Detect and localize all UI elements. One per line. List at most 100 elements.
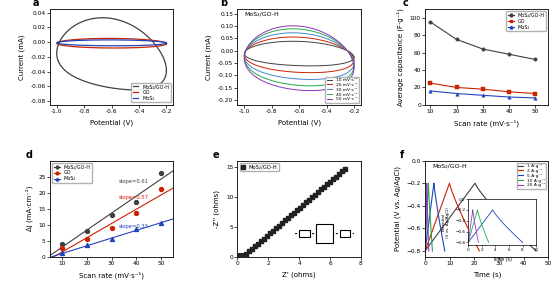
Point [132,227,141,232]
Point [238,254,247,259]
Point [341,166,350,171]
Legend: 1 A·g⁻¹, 2 A·g⁻¹, 5 A·g⁻¹, 10 A·g⁻¹, 20 A·g⁻¹: 1 A·g⁻¹, 2 A·g⁻¹, 5 A·g⁻¹, 10 A·g⁻¹, 20 … [516,163,546,189]
Point [338,169,347,174]
Point [305,197,314,202]
Text: d: d [25,150,32,160]
Point [238,254,247,259]
Point [235,254,244,258]
Point [132,211,141,216]
Point [284,216,293,220]
Point [278,221,286,225]
Point [263,234,271,238]
Point [236,254,245,258]
Point [58,251,66,256]
Point [238,254,247,259]
Point [326,179,335,184]
Point [156,187,165,192]
Point [296,205,305,210]
Point [235,254,244,258]
Point [235,254,244,258]
Y-axis label: Current (mA): Current (mA) [18,34,25,80]
Point [107,225,116,230]
Point [269,228,278,233]
Text: MoS₂/GO-H: MoS₂/GO-H [245,12,280,17]
Point [242,252,250,256]
Legend: MoS₂/GO-H: MoS₂/GO-H [240,163,279,171]
Point [234,254,243,259]
Point [293,208,301,212]
Text: a: a [33,0,39,8]
Point [58,242,66,246]
X-axis label: Scan rate (mV·s⁻¹): Scan rate (mV·s⁻¹) [454,119,519,127]
Point [238,254,247,259]
Point [235,254,244,258]
Point [311,192,320,197]
Point [287,213,296,218]
Point [58,245,66,250]
Point [156,221,165,225]
Point [237,254,245,258]
X-axis label: Time (s): Time (s) [473,271,501,278]
Point [314,190,323,194]
Y-axis label: -Z'' (ohms): -Z'' (ohms) [214,190,220,228]
Point [234,254,243,259]
Point [238,254,247,259]
Point [332,174,341,179]
Text: slope=0.57: slope=0.57 [119,195,149,200]
Point [248,247,257,251]
Point [234,254,243,259]
Point [83,229,91,233]
Point [234,254,243,258]
Legend: MoS₂/GO-H, GO, MoS₂: MoS₂/GO-H, GO, MoS₂ [131,83,171,102]
Point [299,203,307,207]
Point [237,254,246,258]
Point [237,254,245,258]
Text: c: c [403,0,409,8]
Point [320,185,329,189]
Point [290,210,299,215]
Y-axis label: Δj (mA·cm⁻²): Δj (mA·cm⁻²) [25,186,33,231]
Point [235,254,244,258]
Point [257,239,265,243]
Text: e: e [213,150,219,160]
Point [234,254,243,258]
Point [250,244,259,249]
Point [236,254,245,258]
Point [254,241,263,246]
Point [323,182,332,187]
Point [281,218,290,223]
Legend: 10 mV·s⁻¹, 20 mV·s⁻¹, 30 mV·s⁻¹, 40 mV·s⁻¹, 50 mV·s⁻¹: 10 mV·s⁻¹, 20 mV·s⁻¹, 30 mV·s⁻¹, 40 mV·s… [325,77,358,103]
Point [237,254,245,258]
Y-axis label: Average capacitance (F·g⁻¹): Average capacitance (F·g⁻¹) [397,8,404,106]
Point [317,187,326,192]
Point [244,249,253,254]
X-axis label: Potential (V): Potential (V) [90,119,133,126]
Point [83,243,91,248]
Point [156,171,165,176]
Point [83,237,91,241]
Point [234,254,243,258]
Point [237,254,246,258]
Point [233,254,242,259]
X-axis label: Scan rate (mV·s⁻¹): Scan rate (mV·s⁻¹) [79,271,144,279]
Point [237,254,246,259]
Text: slope=0.33: slope=0.33 [119,224,149,229]
Legend: MoS₂/GO-H, GO, MoS₂: MoS₂/GO-H, GO, MoS₂ [506,11,546,31]
Point [238,254,247,259]
Point [233,254,242,259]
Point [235,254,244,258]
Y-axis label: Current (mA): Current (mA) [206,34,213,80]
Point [275,223,284,228]
Point [259,236,268,241]
Point [107,237,116,241]
Text: MoS₂/GO-H: MoS₂/GO-H [433,163,467,168]
Point [237,254,246,258]
Point [308,195,317,200]
Point [132,200,141,205]
Point [271,226,280,231]
Point [302,200,311,205]
Point [265,231,274,236]
Legend: MoS₂/GO-H, GO, MoS₂: MoS₂/GO-H, GO, MoS₂ [52,163,92,183]
Point [329,177,338,181]
X-axis label: Z' (ohms): Z' (ohms) [283,271,316,278]
